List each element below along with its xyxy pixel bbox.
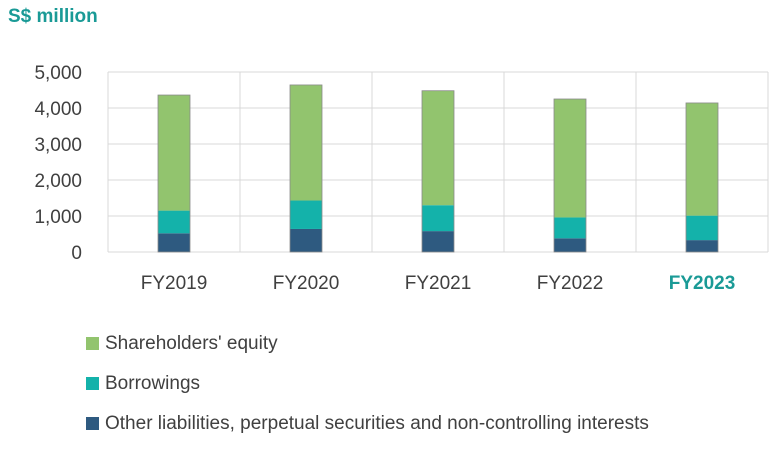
legend-item-borrowings: Borrowings: [86, 370, 649, 397]
bar-segment: [158, 210, 190, 234]
x-category-label: FY2020: [273, 273, 340, 294]
unit-label: S$ million: [8, 6, 98, 27]
y-tick-label: 2,000: [34, 171, 82, 192]
legend-label-borrowings: Borrowings: [105, 372, 201, 394]
y-tick-label: 0: [71, 243, 82, 264]
legend-item-other: Other liabilities, perpetual securities …: [86, 410, 649, 437]
x-axis-categories: FY2019 FY2020 FY2021 FY2022 FY2023: [141, 273, 736, 294]
bar-outline: [157, 94, 191, 253]
bar-segment: [554, 238, 586, 252]
bar-segment: [422, 90, 454, 206]
bar-segment: [422, 205, 454, 232]
legend: Shareholders' equity Borrowings Other li…: [86, 330, 649, 450]
y-tick-label: 1,000: [34, 207, 82, 228]
legend-swatch-equity: [86, 337, 99, 350]
bar-segment: [290, 228, 322, 252]
bar-outline: [553, 98, 587, 253]
bars: [157, 84, 719, 253]
bar-segment: [422, 231, 454, 252]
bar-segment: [290, 84, 322, 201]
y-tick-label: 4,000: [34, 99, 82, 120]
legend-swatch-borrowings: [86, 377, 99, 390]
bar-segment: [290, 200, 322, 229]
y-tick-label: 3,000: [34, 135, 82, 156]
bar-segment: [554, 99, 586, 218]
legend-label-equity: Shareholders' equity: [105, 332, 278, 354]
bar-outline: [421, 90, 455, 253]
bar-segment: [554, 217, 586, 239]
x-category-label: FY2021: [405, 273, 472, 294]
legend-swatch-other: [86, 417, 99, 430]
y-axis-ticks: 0 1,000 2,000 3,000 4,000 5,000: [34, 63, 82, 264]
y-tick-label: 5,000: [34, 63, 82, 84]
bar-segment: [158, 95, 190, 211]
bar-segment: [686, 215, 718, 241]
bar-segment: [686, 102, 718, 216]
bar-segment: [686, 240, 718, 252]
legend-label-other: Other liabilities, perpetual securities …: [105, 412, 649, 434]
legend-item-equity: Shareholders' equity: [86, 330, 649, 357]
x-category-label: FY2023: [669, 273, 736, 294]
bar-outline: [685, 102, 719, 253]
x-category-label: FY2022: [537, 273, 604, 294]
bar-outline: [289, 84, 323, 253]
x-category-label: FY2019: [141, 273, 208, 294]
bar-segment: [158, 233, 190, 252]
